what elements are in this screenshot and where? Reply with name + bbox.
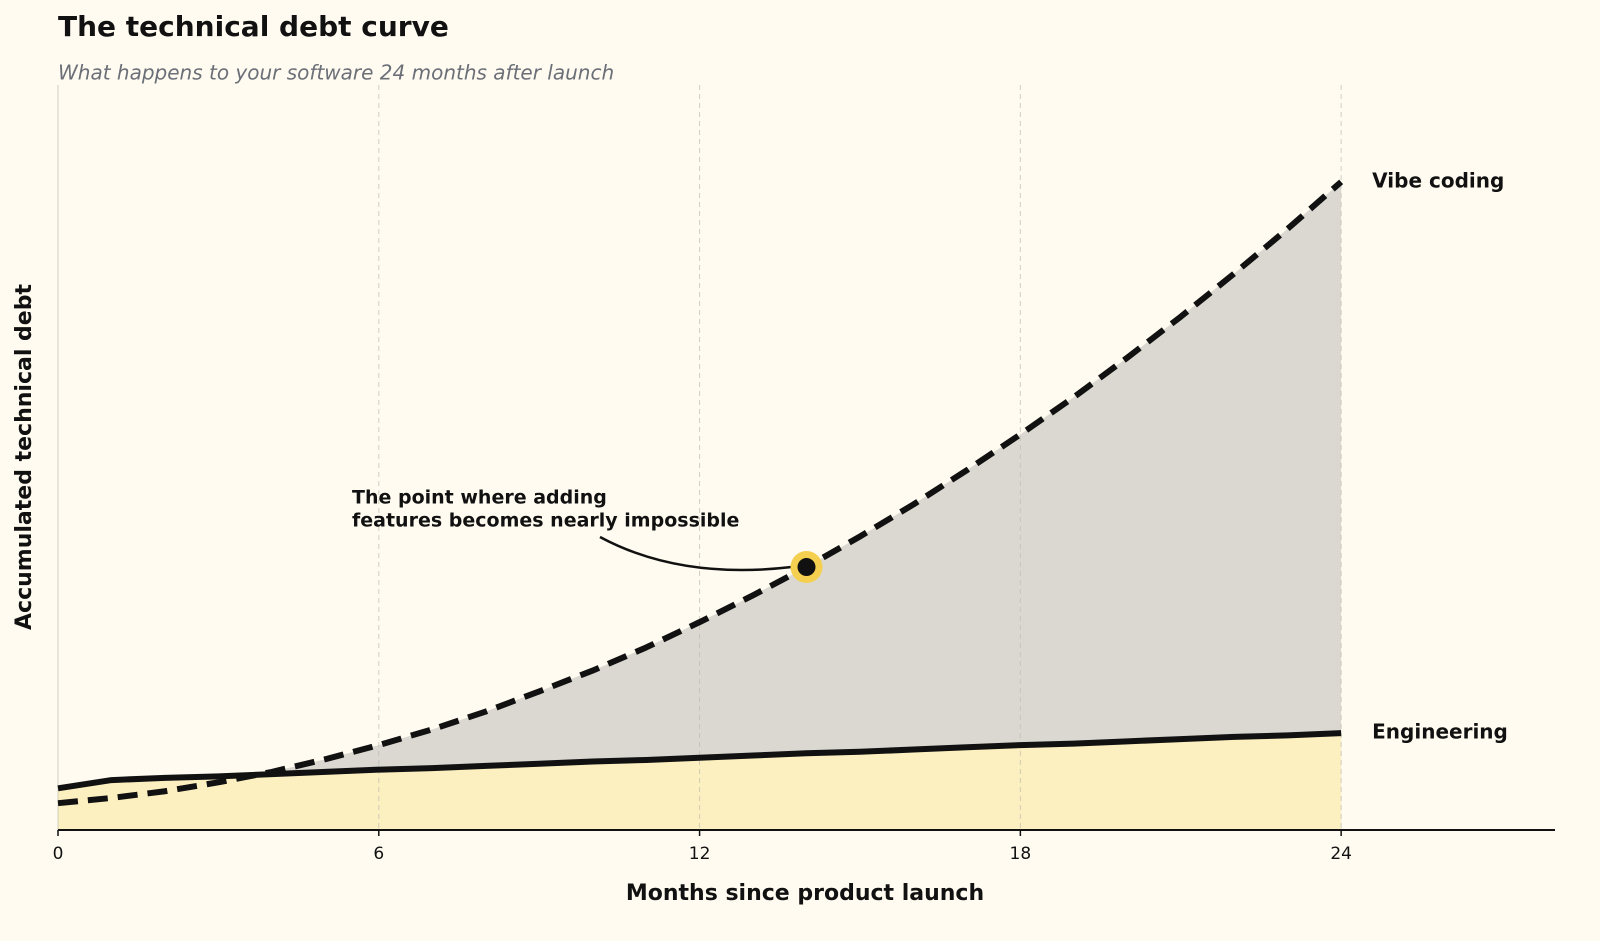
y-axis-label: Accumulated technical debt bbox=[12, 284, 37, 630]
x-axis-label: Months since product launch bbox=[626, 881, 984, 906]
x-tick-label: 0 bbox=[53, 844, 64, 864]
area bbox=[58, 181, 1342, 831]
chart-title: The technical debt curve bbox=[58, 10, 449, 43]
series-label: Engineering bbox=[1372, 720, 1508, 744]
x-tick-label: 18 bbox=[1010, 844, 1032, 864]
chart-subtitle: What happens to your software 24 months … bbox=[58, 61, 614, 85]
x-tick-label: 24 bbox=[1330, 844, 1352, 864]
line bbox=[57, 179, 1344, 807]
annotation-text: The point where adding bbox=[352, 487, 607, 509]
highlight-dot bbox=[797, 558, 816, 577]
annotation-arrow bbox=[599, 535, 792, 572]
x-tick-label: 12 bbox=[689, 844, 711, 864]
annotation-text: features becomes nearly impossible bbox=[352, 510, 739, 532]
series-label: Vibe coding bbox=[1372, 168, 1504, 192]
x-tick-label: 6 bbox=[373, 844, 384, 864]
